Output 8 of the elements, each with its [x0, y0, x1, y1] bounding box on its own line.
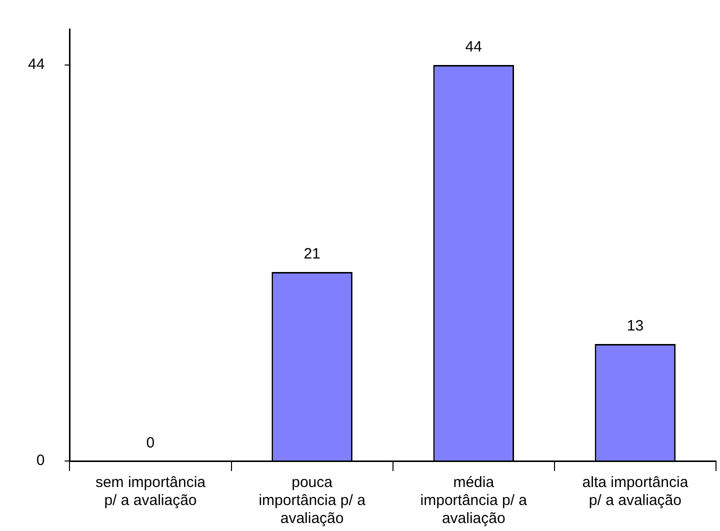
x-tick-label: sem importância p/ a avaliação [95, 474, 206, 510]
x-tick-label: média importância p/ a avaliação [420, 474, 528, 528]
data-label: 13 [626, 318, 644, 335]
x-tick-label: alta importância p/ a avaliação [582, 474, 689, 510]
data-label: 21 [304, 246, 320, 263]
x-tick-label: pouca importância p/ a avaliação [258, 474, 366, 528]
data-label: 44 [465, 38, 482, 56]
data-label: 0 [146, 434, 155, 452]
